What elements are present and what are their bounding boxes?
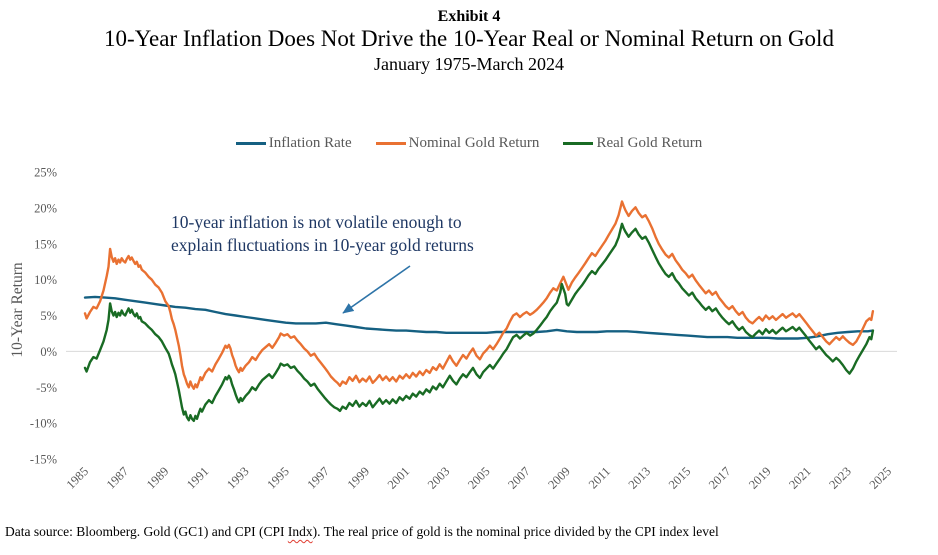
x-tick-label: 2025 bbox=[867, 464, 895, 492]
chart-title: 10-Year Inflation Does Not Drive the 10-… bbox=[104, 26, 834, 51]
x-tick-label: 2007 bbox=[505, 464, 533, 492]
y-tick-label: 10% bbox=[34, 273, 57, 287]
x-tick-label: 2013 bbox=[626, 464, 654, 492]
series-line-real-gold-return bbox=[83, 222, 875, 423]
legend-label: Inflation Rate bbox=[268, 135, 352, 151]
chart-subtitle: January 1975-March 2024 bbox=[374, 54, 564, 74]
x-axis-tick-labels: 1985 1987 1989 1991 1993 1995 1997 1999 2001 2003… bbox=[64, 464, 895, 492]
legend-item-inflation-rate: Inflation Rate bbox=[235, 135, 352, 152]
x-tick-label: 2001 bbox=[385, 464, 413, 492]
annotation-callout: 10-year inflation is not volatile enough… bbox=[171, 211, 474, 257]
y-tick-label: -15% bbox=[30, 452, 57, 466]
annotation-arrow bbox=[342, 265, 411, 314]
x-tick-label: 1995 bbox=[264, 464, 292, 492]
footnote-text: Data source: Bloomberg. Gold (GC1) and C… bbox=[5, 524, 288, 539]
legend-item-nominal-gold-return: Nominal Gold Return bbox=[375, 135, 540, 152]
x-tick-label: 2019 bbox=[746, 464, 774, 492]
data-source-footnote: Data source: Bloomberg. Gold (GC1) and C… bbox=[5, 524, 719, 540]
footnote-text: ). The real price of gold is the nominal… bbox=[312, 524, 719, 539]
y-tick-label: 0% bbox=[40, 345, 57, 359]
nominal-gold-return-line-swatch-icon bbox=[375, 142, 406, 145]
series-line-inflation-rate bbox=[83, 295, 875, 340]
x-tick-label: 2009 bbox=[545, 464, 573, 492]
annotation-line-2: explain fluctuations in 10-year gold ret… bbox=[171, 235, 474, 256]
x-tick-label: 2023 bbox=[826, 464, 854, 492]
x-tick-label: 1993 bbox=[224, 464, 252, 492]
x-tick-label: 2015 bbox=[666, 464, 694, 492]
inflation-rate-line-swatch-icon bbox=[235, 142, 266, 145]
x-tick-label: 1991 bbox=[184, 464, 212, 492]
x-tick-label: 1985 bbox=[64, 464, 92, 492]
exhibit-label: Exhibit 4 bbox=[437, 8, 501, 25]
legend-item-real-gold-return: Real Gold Return bbox=[563, 135, 702, 152]
y-tick-label: 25% bbox=[34, 166, 57, 180]
legend-label: Nominal Gold Return bbox=[408, 135, 540, 151]
x-tick-label: 2003 bbox=[425, 464, 453, 492]
x-tick-label: 2017 bbox=[706, 464, 734, 492]
x-tick-label: 1999 bbox=[345, 464, 373, 492]
x-tick-label: 1989 bbox=[144, 464, 172, 492]
real-gold-return-line-swatch-icon bbox=[563, 142, 594, 145]
footnote-misspelled-word: Indx bbox=[287, 524, 313, 539]
x-tick-label: 2021 bbox=[786, 464, 814, 492]
x-tick-label: 2011 bbox=[586, 464, 613, 491]
y-tick-label: 15% bbox=[34, 237, 57, 251]
y-axis-title: 10-Year Return bbox=[9, 262, 26, 358]
chart-legend: Inflation Rate Nominal Gold Return Real … bbox=[0, 135, 938, 152]
chart-series-lines bbox=[83, 200, 875, 423]
x-tick-label: 1997 bbox=[304, 464, 332, 492]
y-tick-label: 20% bbox=[34, 202, 57, 216]
y-tick-label: -5% bbox=[36, 381, 57, 395]
series-line-nominal-gold-return bbox=[83, 200, 875, 390]
x-tick-label: 2005 bbox=[465, 464, 493, 492]
x-tick-label: 1987 bbox=[104, 464, 132, 492]
annotation-line-1: 10-year inflation is not volatile enough… bbox=[171, 212, 462, 232]
y-axis-tick-labels: 25% 20% 15% 10% 5% 0% -5% -10% -15% bbox=[30, 166, 57, 467]
legend-label: Real Gold Return bbox=[596, 135, 703, 151]
y-tick-label: 5% bbox=[40, 309, 57, 323]
y-tick-label: -10% bbox=[30, 417, 57, 431]
